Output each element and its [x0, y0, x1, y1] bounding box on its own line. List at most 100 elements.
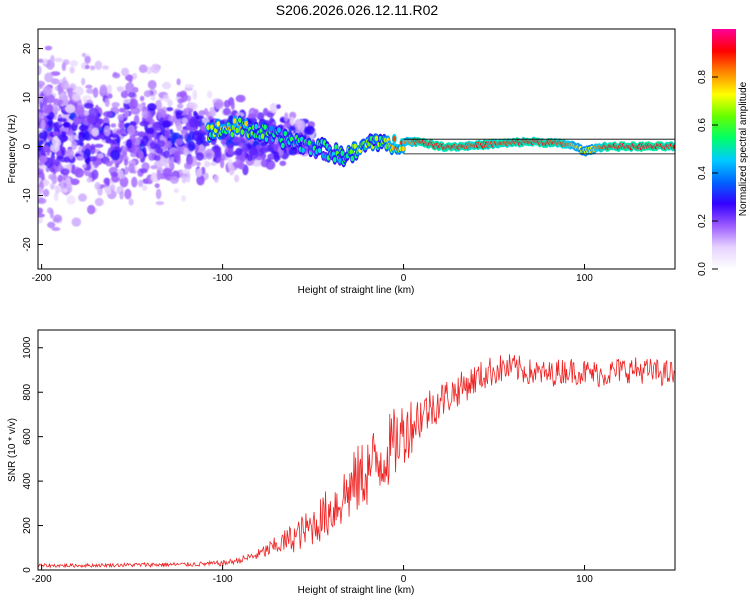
x-tick-label: 100 — [576, 574, 593, 585]
spectrogram-cell — [125, 82, 135, 93]
snr-x-axis-label: Height of straight line (km) — [298, 585, 415, 596]
spectrogram-cell — [194, 144, 200, 152]
spectrogram-cell — [176, 78, 181, 86]
snr-y-axis-label: SNR (10 * v/v) — [7, 418, 18, 482]
spectrogram-cell — [374, 135, 379, 142]
spectrogram-cell — [192, 89, 198, 101]
spectrogram-cell — [55, 185, 60, 194]
spectrogram-cell — [111, 102, 120, 108]
spectrogram-cell — [71, 140, 78, 150]
colorbar-ticks: 0.0 0.2 0.4 0.6 0.8 — [697, 70, 718, 276]
spectrogram-cell — [50, 71, 61, 76]
spectrogram-cell — [107, 93, 113, 99]
spectrogram-cell — [202, 142, 210, 147]
spectrogram-cell — [401, 145, 406, 152]
spectrogram-cell — [283, 122, 289, 129]
spectrogram-cell — [63, 156, 70, 163]
spectrogram-cell — [238, 141, 246, 148]
spectrogram-cell — [38, 207, 43, 214]
spectrogram-cell — [181, 195, 186, 202]
spectrogram-cell — [266, 157, 272, 163]
spectrogram-cell — [110, 159, 121, 164]
spectrogram-cell — [38, 143, 42, 152]
spectrogram-cell — [173, 188, 180, 194]
spectrogram-cell — [175, 111, 182, 120]
spectrogram-cell — [150, 94, 156, 101]
spectrogram-ridge-layer — [205, 115, 675, 168]
spectrogram-cell — [117, 173, 126, 179]
spectrogram-cell — [50, 78, 60, 85]
spectrogram-cell — [78, 193, 87, 202]
spectrogram-cell — [84, 64, 90, 70]
spectrogram-cell — [78, 124, 89, 132]
spectrogram-cell — [235, 127, 239, 134]
spectrogram-cell — [128, 198, 134, 206]
spectrogram-cell — [340, 150, 345, 157]
spectrogram-cell — [109, 184, 116, 191]
spectrogram-cell — [177, 98, 184, 104]
spectrogram-cell — [252, 161, 262, 167]
spectrogram-cell — [86, 177, 93, 183]
spectrogram-cell — [149, 118, 155, 125]
spectrogram-cell — [157, 108, 166, 120]
spectrogram-cell — [139, 168, 148, 174]
spectrogram-cell — [38, 80, 46, 87]
spectrogram-cell — [56, 155, 63, 160]
spectrogram-cell — [183, 147, 188, 156]
spectrogram-cell — [201, 166, 206, 175]
spectrogram-cell — [110, 123, 117, 128]
spectrogram-cell — [145, 127, 155, 134]
spectrogram-cell — [154, 155, 161, 161]
spectrogram-cell — [235, 94, 246, 103]
spectrogram-cell — [207, 90, 213, 99]
spectrogram-cell — [43, 58, 48, 65]
spectrogram-cell — [228, 164, 235, 176]
colorbar: 0.0 0.2 0.4 0.6 0.8 Normalized spectral ampl… — [697, 29, 749, 276]
spectrogram-cell — [392, 136, 397, 142]
spectrogram-cell — [248, 148, 258, 156]
spectrogram-cell — [338, 157, 342, 164]
spectrogram-cell — [66, 148, 75, 160]
spectrogram-cell — [75, 105, 85, 116]
spectrogram-cell — [170, 176, 179, 184]
spectrogram-cell — [99, 84, 108, 94]
spectrogram-cell — [53, 123, 58, 132]
spectrogram-cell — [266, 112, 275, 118]
spectrogram-cell — [232, 137, 241, 144]
spectrogram-cell — [247, 154, 253, 162]
spectrogram-cell — [350, 155, 355, 162]
spectrogram-cell — [54, 158, 60, 167]
spectrogram-cell — [66, 131, 75, 137]
spectrogram-cell — [57, 174, 64, 183]
spectrogram-cell — [155, 188, 162, 200]
spectrogram-cell — [74, 168, 85, 178]
spectrogram-cell — [45, 94, 55, 104]
spectrogram-cell — [78, 132, 86, 142]
spectrogram-cell — [83, 154, 88, 159]
spectrogram-cell — [60, 168, 70, 176]
snr-x-axis: -200 -100 0 100 — [32, 565, 593, 585]
spectrogram-cell — [232, 118, 237, 124]
spectrogram-cell — [132, 144, 141, 155]
spectrogram-cell — [147, 80, 157, 90]
spectrogram-cell — [124, 166, 129, 175]
spectrogram-cell — [151, 172, 158, 179]
spectrogram-cell — [334, 144, 338, 150]
spectrogram-cell — [38, 58, 44, 63]
spectrogram-cell — [123, 158, 129, 166]
spectrogram-cell — [296, 119, 306, 131]
spectrogram-cell — [306, 125, 315, 136]
spectrogram-cell — [254, 108, 259, 118]
x-tick-label: -100 — [213, 574, 233, 585]
spectrogram-cell — [141, 185, 148, 191]
spectrogram-cell — [141, 109, 149, 119]
spectrogram-cell — [155, 99, 162, 111]
spectrogram-cell — [193, 110, 198, 117]
spectrogram-cell — [38, 213, 45, 218]
spectrogram-cell — [289, 116, 295, 126]
spectrogram-cell — [233, 160, 244, 169]
spectrogram-cell — [104, 98, 110, 107]
spectrogram-cell — [269, 125, 274, 132]
spectrogram-cell — [38, 94, 41, 104]
spectrogram-cell — [90, 143, 96, 155]
